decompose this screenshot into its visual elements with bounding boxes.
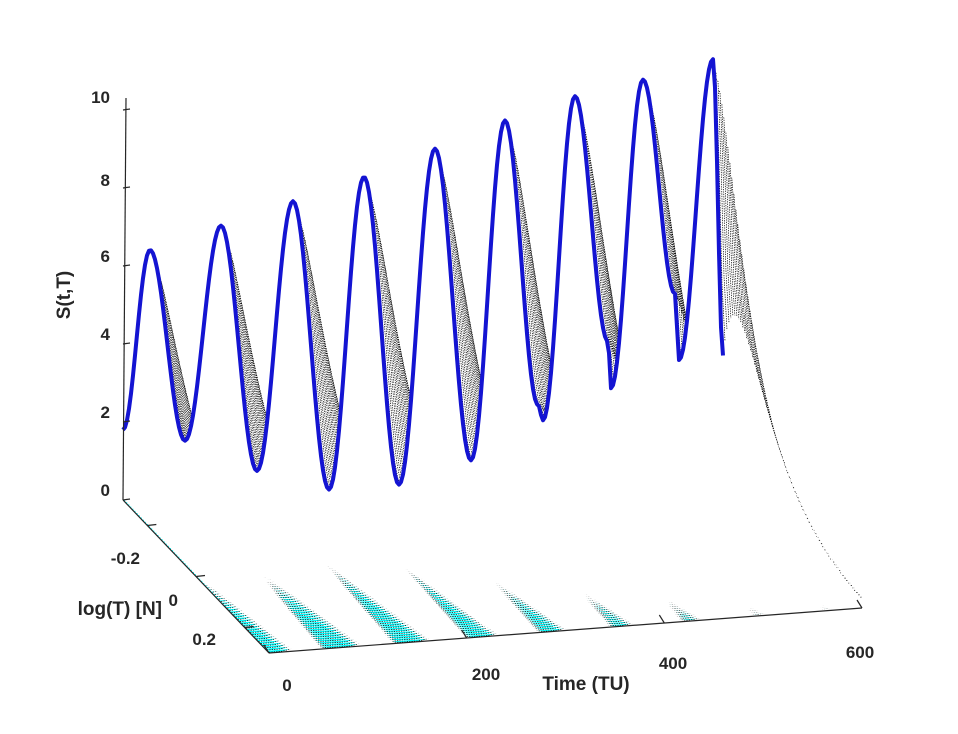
y-tick-0.2 — [244, 625, 254, 629]
mesh-slice-fill — [123, 61, 723, 501]
x-tick-0 — [263, 644, 270, 654]
y-tick-label-neg02: -0.2 — [111, 549, 140, 568]
y-tick--0.2 — [147, 523, 157, 527]
x-tick-label-200: 200 — [472, 665, 500, 684]
z-tick-label-2: 2 — [101, 403, 110, 422]
z-tick-4 — [122, 342, 131, 345]
y-tick-label-0: 0 — [169, 591, 178, 610]
x-tick-600 — [856, 599, 863, 609]
x-tick-label-600: 600 — [846, 643, 874, 662]
axis-ticks — [122, 108, 863, 654]
z-tick-label-0: 0 — [101, 481, 110, 500]
x-axis-label: Time (TU) — [542, 674, 629, 695]
x-tick-400 — [658, 614, 665, 624]
y-tick-0 — [195, 574, 206, 578]
z-tick-label-4: 4 — [101, 325, 111, 344]
z-tick-label-6: 6 — [101, 247, 110, 266]
x-axis-line — [268, 607, 863, 654]
x-tick-label-0: 0 — [282, 676, 291, 695]
z-axis-label: S(t,T) — [54, 271, 75, 320]
z-tick-label-10: 10 — [91, 88, 110, 107]
z-axis-line — [122, 97, 127, 501]
surface-mesh — [122, 60, 863, 653]
x-tick-200 — [461, 629, 468, 639]
z-tick-10 — [122, 108, 131, 111]
z-tick-0 — [122, 498, 131, 501]
y-tick-label-02: 0.2 — [192, 630, 216, 649]
y-axis-label: log(T) [N] — [78, 599, 162, 620]
x-tick-label-400: 400 — [659, 654, 687, 673]
z-tick-8 — [122, 186, 131, 189]
z-tick-2 — [122, 420, 131, 423]
z-tick-label-8: 8 — [101, 171, 110, 190]
z-tick-6 — [122, 264, 131, 267]
front-series-line — [121, 57, 725, 492]
